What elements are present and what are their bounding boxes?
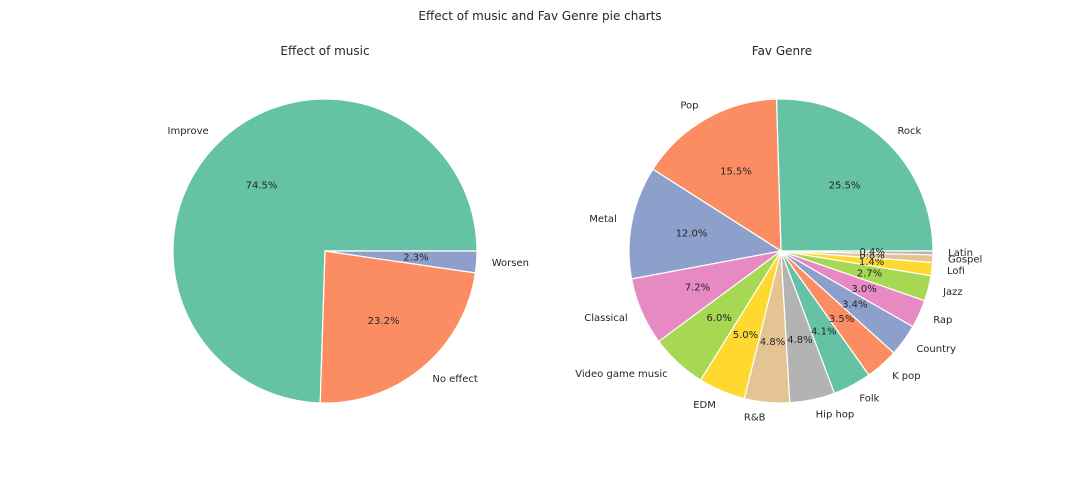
slice-label-no-effect: No effect [432,374,477,385]
slice-label-rock: Rock [897,126,921,137]
slice-label-classical: Classical [584,313,628,324]
slice-pct-gospel: 0.8% [859,251,884,262]
slice-pct-k-pop: 3.5% [829,314,854,325]
slice-pct-worsen: 2.3% [403,253,428,264]
slice-pct-rock: 25.5% [829,181,861,192]
slice-label-improve: Improve [168,126,209,137]
slice-label-k-pop: K pop [892,371,921,382]
slice-pct-pop: 15.5% [720,167,752,178]
slice-pct-improve: 74.5% [246,181,278,192]
pie-title-effect: Effect of music [280,44,370,58]
pie-slice-no-effect [319,250,477,404]
slice-pct-hip-hop: 4.8% [787,335,812,346]
slice-label-r-b: R&B [744,412,766,423]
slice-label-pop: Pop [680,101,698,112]
slice-pct-folk: 4.1% [811,327,836,338]
slice-label-edm: EDM [693,400,716,411]
slice-pct-latin: 0.4% [859,247,884,258]
pie-slice-pop [652,98,782,253]
slice-label-hip-hop: Hip hop [816,410,855,421]
pie-slice-latin [780,250,934,256]
slice-label-folk: Folk [859,394,879,405]
slice-label-country: Country [916,344,956,355]
figure-title: Effect of music and Fav Genre pie charts [418,9,662,23]
slice-pct-classical: 7.2% [685,282,710,293]
pie-slice-metal [628,168,783,280]
pie-slice-rock [775,98,934,252]
pie-slice-improve [172,98,478,404]
slice-pct-r-b: 4.8% [760,337,785,348]
slice-pct-rap: 3.0% [851,284,876,295]
slice-label-gospel: Gospel [948,254,982,265]
slice-label-lofi: Lofi [947,266,965,277]
slice-label-rap: Rap [933,315,952,326]
slice-pct-edm: 5.0% [733,330,758,341]
pie-title-genre: Fav Genre [751,44,813,58]
pie-effect: Improve 74.5% No effect 23.2% Worsen 2.3% [168,98,529,404]
slice-label-worsen: Worsen [492,258,529,269]
slice-label-latin: Latin [948,248,973,259]
slice-pct-country: 3.4% [842,300,867,311]
pie-genre: Rock 25.5% Pop 15.5% Metal 12.0% Classical 7.2%… [575,98,982,423]
slice-label-jazz: Jazz [942,287,963,298]
pie-slice-worsen [324,250,478,274]
slice-pct-no-effect: 23.2% [368,316,400,327]
slice-pct-video-game-music: 6.0% [706,313,731,324]
slice-pct-metal: 12.0% [676,229,708,240]
slice-pct-lofi: 1.4% [859,257,884,268]
slice-label-metal: Metal [589,214,617,225]
slice-label-video-game-music: Video game music [575,369,667,380]
slice-pct-jazz: 2.7% [857,268,882,279]
